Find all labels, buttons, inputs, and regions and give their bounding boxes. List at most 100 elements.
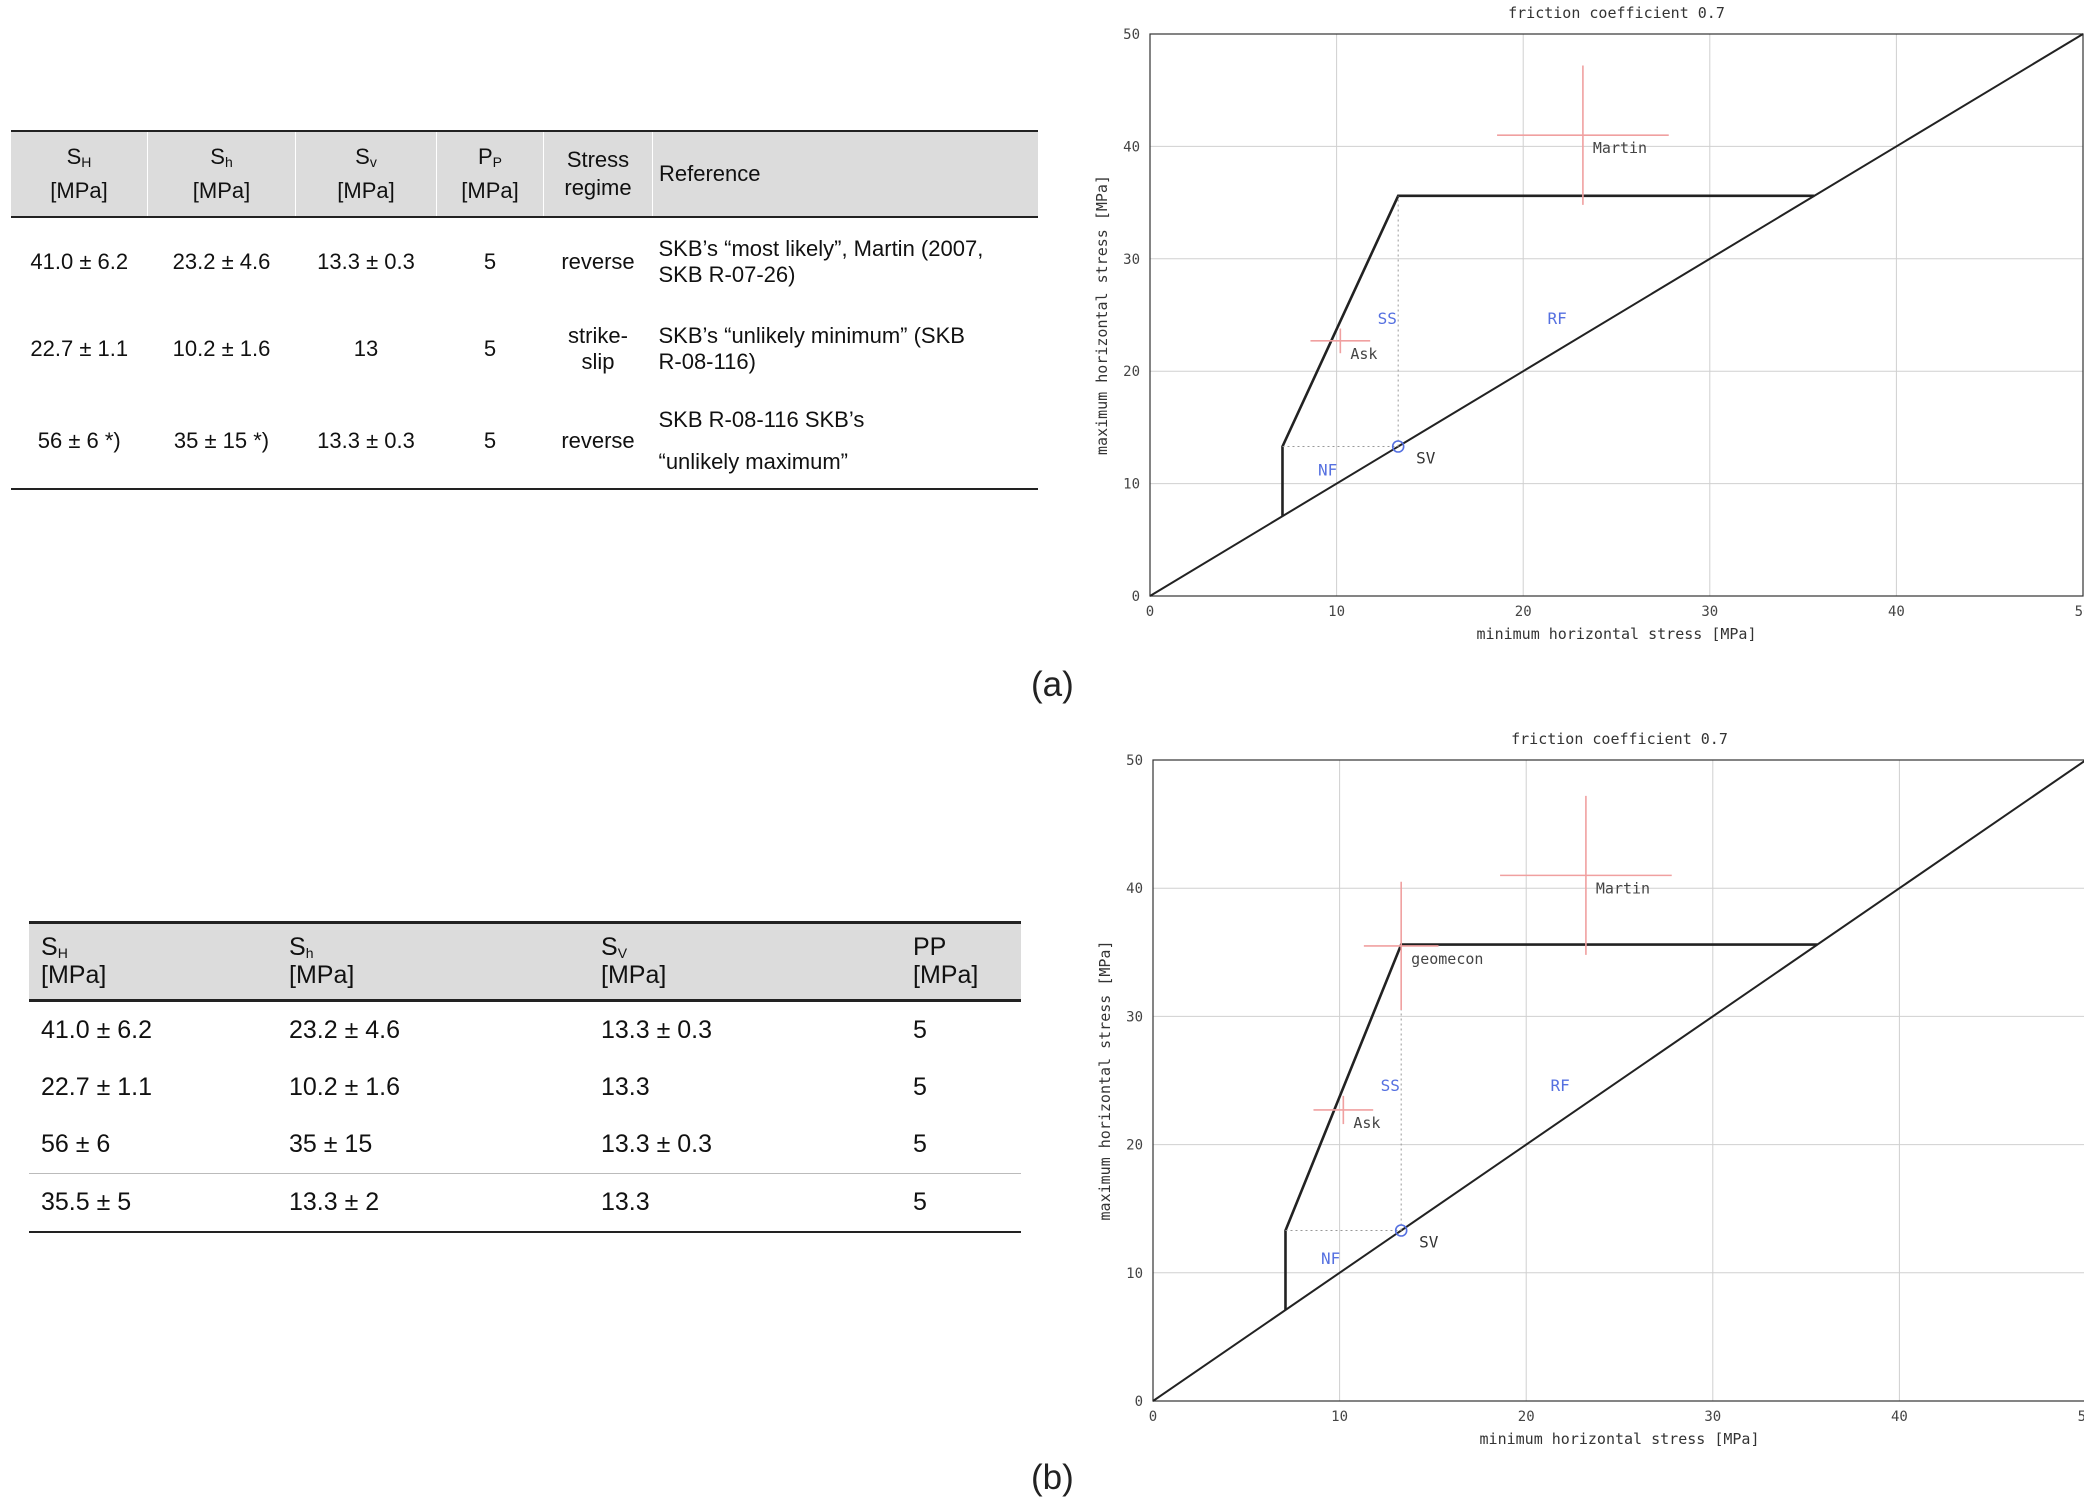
- measurement-label: Martin: [1593, 139, 1647, 157]
- col-header-pp: PP [MPa]: [901, 921, 1021, 1002]
- cell-sv: 13.3: [589, 1173, 901, 1233]
- cell-sh-max: 41.0 ± 6.2: [30, 248, 129, 274]
- y-tick-label: 50: [1126, 753, 1143, 769]
- col-header-reference: Reference: [652, 129, 1038, 219]
- col-header-sh-min: Sh [MPa]: [147, 129, 296, 219]
- table-row: 35.5 ± 5 13.3 ± 2 13.3 5: [29, 1173, 1021, 1233]
- x-tick-label: 20: [1515, 604, 1532, 620]
- x-tick-label: 20: [1518, 1409, 1535, 1425]
- x-axis-label: minimum horizontal stress [MPa]: [1480, 1430, 1760, 1448]
- y-axis-label: maximum horizontal stress [MPa]: [1096, 941, 1114, 1221]
- col-header-sv: Sv [MPa]: [295, 129, 437, 219]
- cell-pp: 5: [483, 336, 497, 362]
- y-tick-label: 10: [1123, 477, 1140, 493]
- table-row: 56 ± 6 35 ± 15 13.3 ± 0.3 5: [29, 1116, 1021, 1174]
- sv-point-label: SV: [1419, 1232, 1439, 1251]
- plot-frame: [1149, 33, 2084, 597]
- regime-label-nf: NF: [1318, 461, 1337, 480]
- figure-caption-b: (b): [1031, 1458, 1074, 1497]
- y-tick-label: 40: [1126, 881, 1143, 897]
- cell-reference: SKB’s “unlikely minimum” (SKB R-08-116): [658, 323, 965, 375]
- col-header-sv: SV [MPa]: [589, 921, 901, 1002]
- col-header-sh-min: Sh [MPa]: [277, 921, 589, 1002]
- cell-sh-min: 23.2 ± 4.6: [289, 1016, 401, 1044]
- table-row: 22.7 ± 1.1 10.2 ± 1.6 13.3 5: [29, 1059, 1021, 1116]
- table-header-row: SH [MPa] Sh [MPa] Sv [MPa] PP [MPa] Stre…: [11, 129, 1038, 219]
- x-tick-label: 40: [1891, 1409, 1908, 1425]
- cell-sv: 13: [353, 336, 379, 362]
- cell-regime: reverse: [543, 393, 653, 491]
- table-row: 41.0 ± 6.2 23.2 ± 4.6 13.3 ± 0.3 5: [29, 1001, 1021, 1060]
- cell-sv: 13.3 ± 0.3: [295, 393, 437, 491]
- table-row: 56 ± 6 *) 35 ± 15 *) 13.3 ± 0.3 5 revers…: [11, 393, 1038, 491]
- regime-label-rf: RF: [1550, 1076, 1569, 1095]
- cell-sv: 13.3 ± 0.3: [601, 1130, 713, 1158]
- cell-reference: SKB’s “most likely”, Martin (2007, SKB R-…: [658, 235, 984, 287]
- measurement-label: geomecon: [1411, 950, 1483, 968]
- measurement-label: Ask: [1353, 1114, 1380, 1132]
- stress-polygon-plot-a: friction coefficient 0.7 00 10 10 20 20 30 30 40…: [1093, 4, 2084, 643]
- cell-pp: 5: [483, 248, 497, 274]
- cell-sh-min: 10.2 ± 1.6: [289, 1073, 401, 1101]
- cell-sh-min: 35 ± 15: [289, 1130, 373, 1158]
- cell-sv: 13.3: [601, 1073, 650, 1101]
- y-tick-label: 50: [1123, 27, 1140, 43]
- stress-polygon-boundary: [1281, 194, 1815, 517]
- regime-label-nf: NF: [1321, 1249, 1340, 1268]
- diagonal-line: [1152, 760, 2084, 1402]
- plot-frame: [1152, 759, 2084, 1402]
- chart-title: friction coefficient 0.7: [1508, 4, 1725, 22]
- x-tick-label: 10: [1328, 604, 1345, 620]
- y-tick-label: 0: [1132, 589, 1140, 605]
- y-tick-label: 30: [1123, 252, 1140, 268]
- col-header-sh-max: SH [MPa]: [11, 129, 148, 219]
- stress-polygon-plot-b: friction coefficient 0.7 00 10 10 20 20 30 30 40…: [1096, 730, 2084, 1448]
- regime-label-ss: SS: [1378, 309, 1397, 328]
- cell-regime: strike-slip: [568, 322, 628, 375]
- x-tick-label: 10: [1331, 1409, 1348, 1425]
- diagonal-line: [1149, 33, 2084, 597]
- cell-reference: SKB R-08-116 SKB’s “unlikely maximum”: [652, 393, 1038, 491]
- col-header-sh-max: SH [MPa]: [29, 921, 277, 1002]
- table-row: 22.7 ± 1.1 10.2 ± 1.6 13 5 strike-slip S…: [11, 305, 1038, 393]
- cell-pp: 5: [913, 1016, 927, 1044]
- cell-sh-max: 35.5 ± 5: [29, 1173, 277, 1233]
- sv-point-label: SV: [1416, 449, 1436, 468]
- cell-sh-min: 23.2 ± 4.6: [172, 248, 271, 274]
- x-tick-label: 0: [1146, 604, 1154, 620]
- cell-sh-max: 22.7 ± 1.1: [30, 336, 129, 362]
- y-tick-label: 20: [1123, 364, 1140, 380]
- cell-sv: 13.3 ± 0.3: [317, 248, 415, 274]
- x-axis-label: minimum horizontal stress [MPa]: [1477, 625, 1757, 643]
- cell-pp: 5: [901, 1173, 1021, 1233]
- y-tick-label: 10: [1126, 1266, 1143, 1282]
- cell-pp: 5: [436, 393, 544, 491]
- y-tick-label: 0: [1135, 1394, 1143, 1410]
- table-row: 41.0 ± 6.2 23.2 ± 4.6 13.3 ± 0.3 5 rever…: [11, 217, 1038, 305]
- y-tick-label: 20: [1126, 1138, 1143, 1154]
- table-header-row: SH [MPa] Sh [MPa] SV [MPa] PP [MPa]: [29, 921, 1021, 1002]
- x-tick-label: 40: [1888, 604, 1905, 620]
- y-axis-label: maximum horizontal stress [MPa]: [1093, 175, 1111, 455]
- cell-sv: 13.3 ± 0.3: [601, 1016, 713, 1044]
- measurement-label: Ask: [1350, 345, 1377, 363]
- x-tick-label: 50: [2078, 1409, 2084, 1425]
- regime-label-rf: RF: [1547, 309, 1566, 328]
- cell-pp: 5: [913, 1073, 927, 1101]
- cell-regime: reverse: [561, 248, 635, 274]
- cell-sh-min: 35 ± 15 *): [147, 393, 296, 491]
- cell-sh-max: 41.0 ± 6.2: [41, 1016, 153, 1044]
- x-tick-label: 0: [1149, 1409, 1157, 1425]
- cell-sh-max: 56 ± 6 *): [11, 393, 148, 491]
- col-header-pp: PP [MPa]: [436, 129, 544, 219]
- y-tick-label: 40: [1123, 139, 1140, 155]
- cell-sh-max: 22.7 ± 1.1: [41, 1073, 153, 1101]
- x-tick-label: 30: [1701, 604, 1718, 620]
- cell-pp: 5: [913, 1130, 927, 1158]
- stress-polygon-boundary: [1284, 943, 1818, 1310]
- cell-sh-min: 10.2 ± 1.6: [172, 336, 271, 362]
- figure-caption-a: (a): [1031, 665, 1074, 704]
- x-tick-label: 30: [1704, 1409, 1721, 1425]
- sv-point-marker: [1394, 1224, 1408, 1237]
- cell-sh-max: 56 ± 6: [41, 1130, 111, 1158]
